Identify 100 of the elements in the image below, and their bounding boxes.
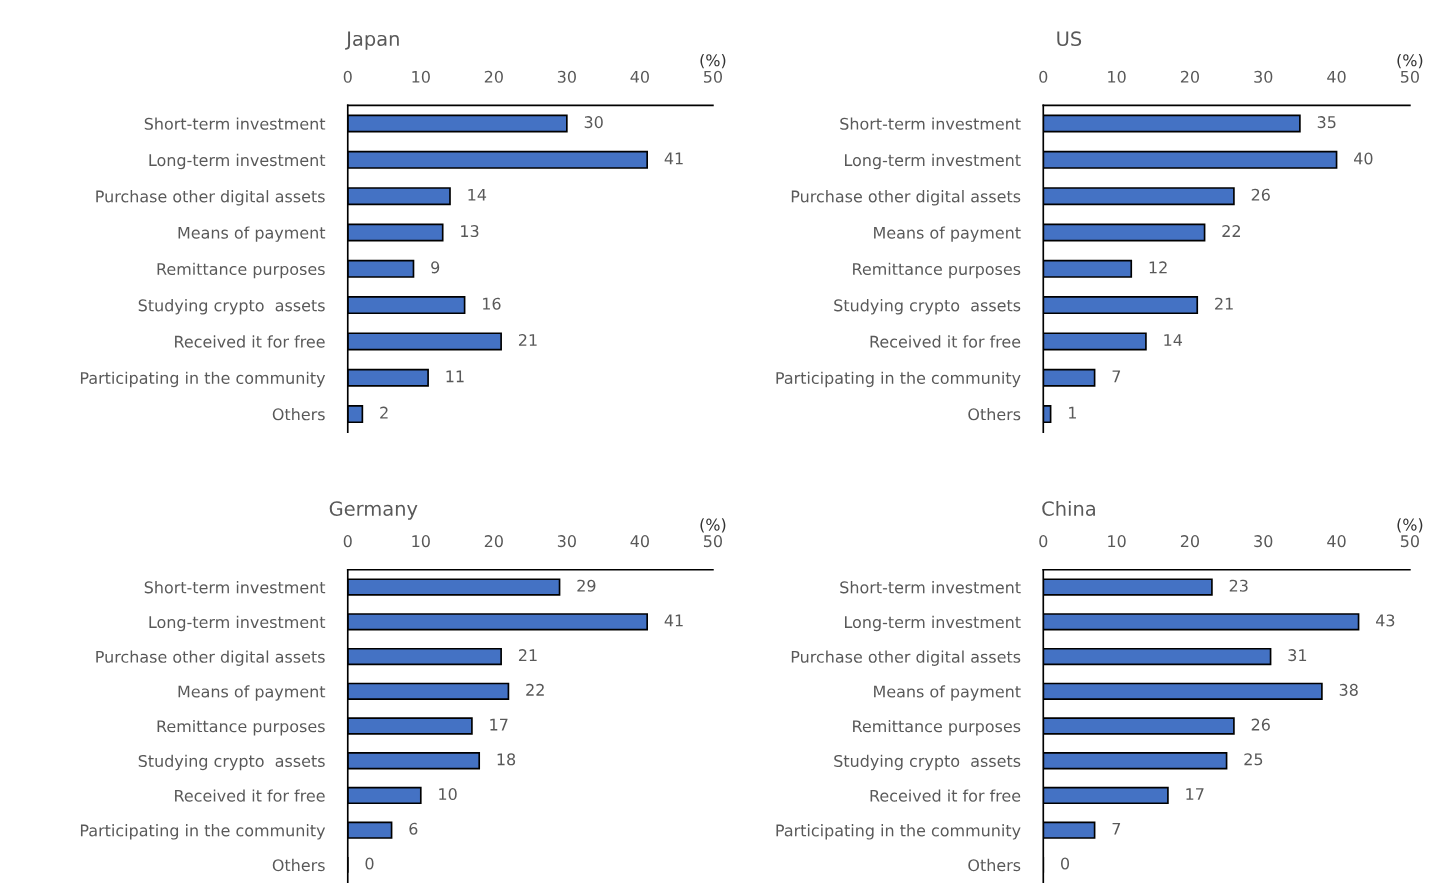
y-tick-label: Short-term investment [144,117,326,130]
x-tick-label: 50 [703,535,723,548]
data-label: 2 [380,406,388,419]
x-tick-label: 10 [412,535,430,548]
y-tick-label: Remittance purposes [853,719,1021,736]
y-tick-label: Means of payment [874,226,1021,242]
y-tick-label: Short-term investment [840,117,1021,130]
data-label: 14 [468,188,487,201]
x-tick-label: 10 [412,70,430,83]
x-tick-label: 10 [1108,535,1126,548]
data-label: 10 [439,788,457,801]
data-label: 41 [664,614,683,627]
y-tick-label: Studying crypto assets [138,754,325,771]
data-label: 16 [483,297,501,310]
y-tick-label: Long-term investment [845,153,1021,170]
y-tick-label: Participating in the community [80,371,326,388]
y-tick-label: Participating in the community [776,824,1021,840]
y-tick-label: Others [968,407,1021,421]
x-tick-label: 40 [630,70,649,83]
data-label: 29 [577,579,596,592]
data-label: 26 [1251,718,1270,731]
data-label: 17 [1186,788,1204,800]
data-label: 18 [497,753,516,766]
data-label: 0 [365,857,374,870]
x-tick-label: 30 [1254,535,1273,548]
x-tick-label: 50 [1400,70,1419,83]
x-axis-title: (%) [700,53,726,69]
data-label: 30 [584,116,603,129]
y-tick-label: Remittance purposes [157,719,325,736]
data-label: 1 [1069,406,1076,419]
data-label: 6 [409,822,418,835]
x-tick-label: 20 [484,70,503,83]
x-tick-label: 30 [557,535,576,548]
x-tick-label: 30 [557,70,576,83]
chart-title: Japan [345,31,399,50]
data-label: 14 [1164,334,1183,346]
data-label: 7 [1112,370,1121,383]
x-tick-label: 40 [1327,535,1346,548]
y-tick-label: Short-term investment [840,581,1021,594]
data-label: 22 [1222,225,1240,237]
data-label: 21 [518,649,537,661]
y-tick-label: Received it for free [175,789,325,802]
chart-title: Germany [329,501,418,520]
data-label: 7 [1112,822,1121,835]
data-label: 0 [1061,857,1070,870]
y-tick-label: Means of payment [874,685,1021,701]
y-tick-label: Means of payment [178,226,326,242]
y-tick-label: Purchase other digital assets [96,190,325,206]
data-label: 11 [446,370,464,383]
y-tick-label: Remittance purposes [853,262,1021,279]
y-tick-label: Purchase other digital assets [791,650,1021,666]
data-label: 22 [526,683,544,696]
y-tick-label: Short-term investment [144,581,326,594]
data-label: 31 [1288,649,1307,662]
chart-title: US [1057,31,1082,47]
x-tick-label: 20 [1180,70,1200,83]
x-tick-label: 10 [1108,70,1126,83]
y-tick-label: Received it for free [870,789,1021,802]
y-tick-label: Received it for free [175,335,325,348]
x-tick-label: 20 [484,535,503,548]
x-axis-title: (%) [1397,53,1423,69]
x-tick-label: 30 [1254,70,1273,83]
data-label: 26 [1251,188,1270,201]
y-tick-label: Means of payment [178,685,326,701]
data-label: 21 [1215,297,1233,310]
x-tick-label: 0 [1039,535,1048,548]
data-label: 23 [1229,579,1248,592]
data-label: 25 [1244,753,1263,766]
y-tick-label: Studying crypto assets [138,299,325,315]
x-tick-label: 40 [630,535,649,548]
data-label: 12 [1149,261,1167,274]
y-tick-label: Others [272,858,325,872]
x-tick-label: 0 [343,535,352,548]
data-label: 41 [664,152,683,165]
x-tick-label: 0 [343,70,352,83]
data-label: 40 [1354,152,1373,165]
y-tick-label: Purchase other digital assets [96,650,325,666]
x-axis-title: (%) [700,518,726,533]
data-label: 35 [1317,116,1336,129]
y-tick-label: Participating in the community [776,371,1021,388]
data-label: 43 [1376,614,1395,627]
data-label: 21 [518,333,537,346]
y-tick-label: Long-term investment [149,615,326,632]
y-tick-label: Participating in the community [80,824,326,840]
x-tick-label: 0 [1039,70,1048,83]
y-tick-label: Others [272,407,325,421]
data-label: 9 [431,261,440,274]
x-tick-label: 40 [1327,70,1346,83]
y-tick-label: Others [968,858,1021,872]
x-tick-label: 50 [1400,535,1419,548]
y-tick-label: Studying crypto assets [834,299,1021,315]
y-tick-label: Purchase other digital assets [791,190,1021,206]
data-label: 38 [1339,683,1358,696]
y-tick-label: Received it for free [870,335,1021,348]
y-tick-label: Remittance purposes [157,262,325,279]
y-tick-label: Long-term investment [149,153,326,170]
chart-title: China [1042,500,1095,516]
data-label: 13 [461,225,479,238]
data-label: 17 [490,718,508,731]
x-tick-label: 20 [1180,535,1200,548]
